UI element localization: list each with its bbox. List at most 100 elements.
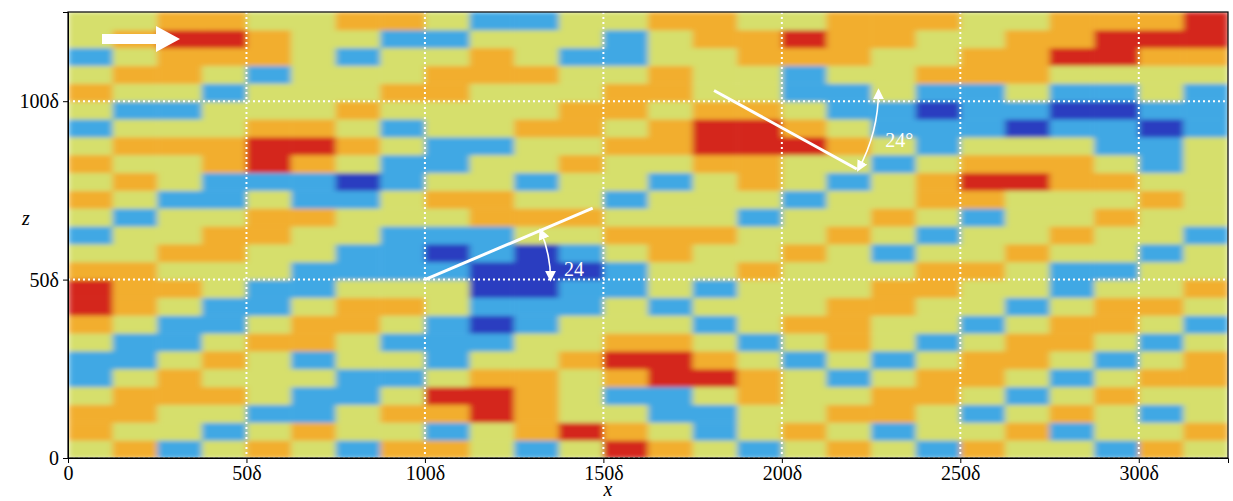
heat-cell: [68, 137, 113, 155]
heat-cell: [693, 173, 738, 191]
heat-cell: [603, 173, 648, 191]
heat-cell: [826, 333, 871, 351]
heat-cell: [470, 333, 515, 351]
heat-cell: [1094, 422, 1139, 440]
chart: 050δ100δ150δ200δ250δ300δ050δ100δ2424°xz: [0, 0, 1233, 501]
heat-cell: [514, 280, 559, 298]
heat-cell: [380, 173, 425, 191]
heat-cell: [1183, 101, 1228, 119]
heat-cell: [425, 333, 470, 351]
heat-cell: [425, 119, 470, 137]
heat-cell: [157, 404, 202, 422]
heat-cell: [1183, 48, 1228, 66]
grid: [68, 12, 1228, 458]
heat-cell: [470, 12, 515, 30]
heat-cell: [648, 351, 693, 369]
heat-cell: [1183, 315, 1228, 333]
tick-label: 100δ: [406, 462, 445, 484]
heat-cell: [470, 30, 515, 48]
heat-cell: [737, 83, 782, 101]
heat-cell: [826, 315, 871, 333]
heat-cell: [826, 66, 871, 84]
heat-cell: [425, 440, 470, 458]
heat-cell: [336, 101, 381, 119]
heat-cell: [425, 387, 470, 405]
heat-cell: [202, 226, 247, 244]
heat-cell: [737, 173, 782, 191]
heat-cell: [1094, 244, 1139, 262]
heat-cell: [826, 190, 871, 208]
heat-cell: [960, 262, 1005, 280]
heat-cell: [202, 155, 247, 173]
heat-cell: [1139, 190, 1184, 208]
heat-cell: [336, 66, 381, 84]
heat-cell: [737, 155, 782, 173]
heat-cell: [603, 262, 648, 280]
heat-cell: [157, 66, 202, 84]
grid-line: [1138, 12, 1140, 458]
heat-cell: [68, 297, 113, 315]
heat-cell: [425, 226, 470, 244]
heat-cell: [1050, 351, 1095, 369]
heat-cell: [425, 137, 470, 155]
heat-cell: [782, 369, 827, 387]
heat-cell: [1183, 297, 1228, 315]
heat-cell: [425, 208, 470, 226]
heat-cell: [916, 387, 961, 405]
grid-line: [68, 279, 1228, 281]
heat-cell: [1050, 297, 1095, 315]
heat-cell: [559, 280, 604, 298]
heat-cell: [960, 190, 1005, 208]
heat-cell: [1183, 190, 1228, 208]
heat-cell: [425, 48, 470, 66]
heat-cell: [291, 315, 336, 333]
heat-cell: [380, 262, 425, 280]
heat-cell: [202, 369, 247, 387]
heat-cell: [916, 404, 961, 422]
heat-cell: [470, 190, 515, 208]
heat-cell: [603, 190, 648, 208]
heat-cell: [648, 173, 693, 191]
heat-cell: [68, 190, 113, 208]
heat-cell: [648, 404, 693, 422]
heat-cell: [336, 422, 381, 440]
heat-cell: [291, 155, 336, 173]
heat-cell: [380, 48, 425, 66]
heat-cell: [960, 155, 1005, 173]
heat-cell: [1005, 208, 1050, 226]
tick-label: 50δ: [30, 269, 59, 291]
heat-cell: [737, 190, 782, 208]
heat-cell: [202, 30, 247, 48]
heat-cell: [871, 155, 916, 173]
heat-cell: [1005, 333, 1050, 351]
heat-cell: [1094, 369, 1139, 387]
heat-cell: [1183, 30, 1228, 48]
heat-cell: [1005, 404, 1050, 422]
heat-cell: [514, 297, 559, 315]
heat-cell: [514, 48, 559, 66]
heat-cell: [559, 351, 604, 369]
heat-cell: [1139, 244, 1184, 262]
heat-cell: [246, 137, 291, 155]
heat-cell: [603, 440, 648, 458]
heat-cell: [380, 387, 425, 405]
heat-cell: [470, 404, 515, 422]
heat-cell: [916, 351, 961, 369]
tick-label: 250δ: [941, 462, 980, 484]
heat-cell: [113, 404, 158, 422]
heat-cell: [1183, 387, 1228, 405]
heat-cell: [336, 137, 381, 155]
heat-cell: [782, 155, 827, 173]
heat-cell: [1005, 297, 1050, 315]
heat-cell: [871, 280, 916, 298]
heat-cell: [782, 262, 827, 280]
heat-cell: [782, 119, 827, 137]
heat-cell: [157, 387, 202, 405]
heat-cell: [826, 173, 871, 191]
heat-cell: [157, 369, 202, 387]
heat-cell: [291, 12, 336, 30]
heat-cell: [291, 333, 336, 351]
heat-cell: [246, 190, 291, 208]
heat-cell: [1139, 48, 1184, 66]
flow-arrow: [102, 26, 180, 52]
